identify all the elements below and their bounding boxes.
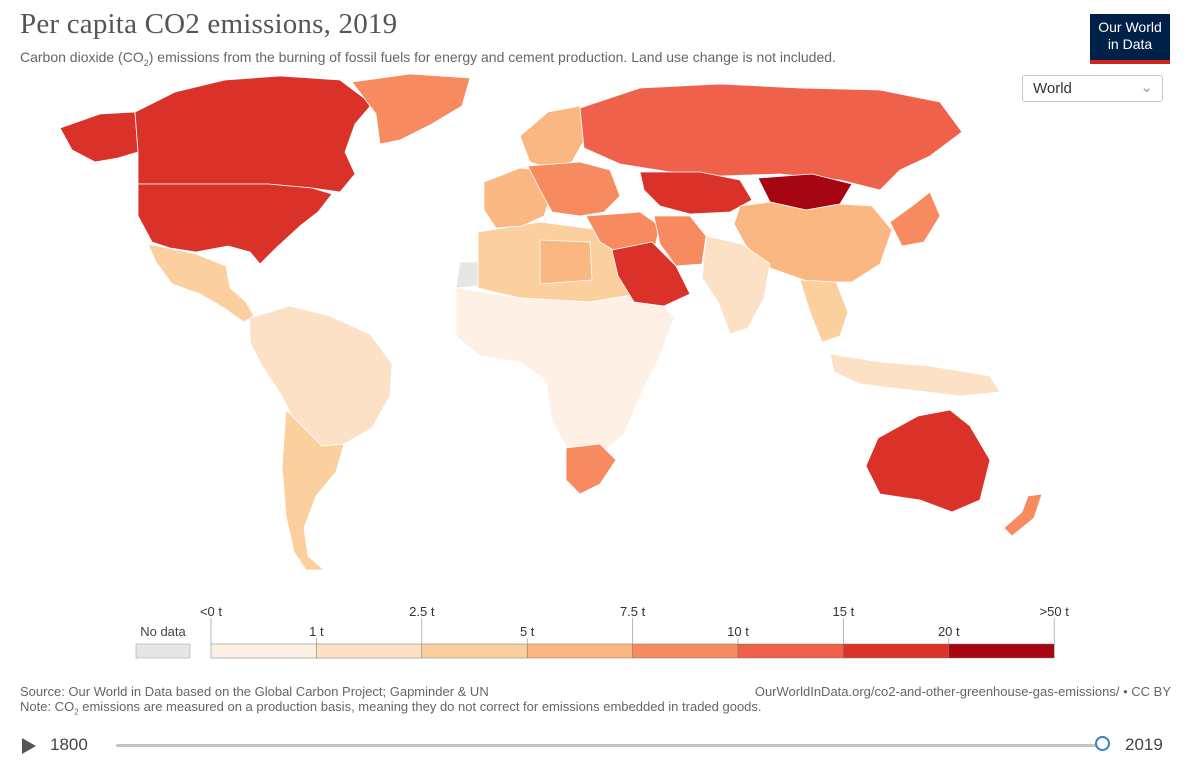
map-region-kazakhstan[interactable] — [639, 171, 753, 215]
legend-swatch — [526, 643, 633, 659]
legend-label-upper: 15 t — [833, 604, 855, 619]
legend-label-lower: 20 t — [938, 624, 960, 639]
logo-line-2: in Data — [1107, 36, 1153, 52]
owid-logo[interactable]: Our World in Data — [1090, 14, 1170, 64]
map-region-usa[interactable] — [137, 183, 333, 265]
map-region-new-zealand[interactable] — [1003, 493, 1043, 537]
legend-label-upper: >50 t — [1040, 604, 1070, 619]
footer-source: Source: Our World in Data based on the G… — [20, 684, 762, 720]
logo-line-1: Our World — [1098, 19, 1162, 35]
legend-label-upper: 7.5 t — [620, 604, 646, 619]
legend-label-lower: 1 t — [309, 624, 324, 639]
timeline: 1800 2019 — [0, 730, 1193, 760]
map-region-south-america-south[interactable] — [281, 409, 345, 571]
legend-swatch — [210, 643, 317, 659]
map-region-south-america-north[interactable] — [249, 305, 393, 447]
subtitle-text-start: Carbon dioxide (CO — [20, 49, 144, 65]
timeline-track[interactable] — [116, 744, 1104, 747]
map-region-south-africa[interactable] — [565, 443, 617, 495]
timeline-handle[interactable] — [1095, 736, 1110, 751]
legend-no-data-swatch — [135, 643, 191, 659]
legend-no-data-label: No data — [140, 624, 186, 639]
map-region-china[interactable] — [733, 201, 893, 283]
map-region-europe-west[interactable] — [483, 167, 553, 229]
map-region-saudi-arabia[interactable] — [611, 241, 691, 307]
color-legend: No data <0 t 2.5 t 7.5 t 15 t >50 t 1 t 5 t 10 t… — [135, 604, 1070, 659]
map-region-japan-korea[interactable] — [889, 191, 941, 247]
map-region-scandinavia[interactable] — [519, 105, 591, 169]
map-region-libya[interactable] — [539, 239, 593, 285]
footer-credit-link[interactable]: OurWorldInData.org/co2-and-other-greenho… — [754, 684, 1171, 699]
legend-swatch — [843, 643, 950, 659]
map-region-africa-sub-sahara[interactable] — [455, 287, 675, 457]
legend-label-lower: 10 t — [727, 624, 749, 639]
chart-title: Per capita CO2 emissions, 2019 — [20, 8, 398, 40]
legend-swatch — [632, 643, 739, 659]
source-text: Source: Our World in Data based on the G… — [20, 684, 489, 699]
note-subscript: 2 — [74, 707, 79, 717]
subtitle-text-end: ) emissions from the burning of fossil f… — [148, 49, 836, 65]
subtitle-subscript: 2 — [143, 57, 149, 68]
map-region-india[interactable] — [701, 235, 771, 335]
legend-swatch — [948, 643, 1055, 659]
region-dropdown-value: World — [1033, 80, 1072, 97]
map-region-iran[interactable] — [653, 215, 707, 267]
map-region-western-sahara[interactable] — [455, 261, 479, 289]
region-dropdown[interactable]: World ⌄ — [1022, 75, 1163, 102]
legend-label-lower: 5 t — [520, 624, 535, 639]
chart-subtitle: Carbon dioxide (CO2) emissions from the … — [20, 49, 836, 68]
map-region-mexico-central-america[interactable] — [147, 243, 255, 323]
map-region-southeast-asia[interactable] — [799, 279, 849, 343]
play-icon[interactable] — [22, 738, 36, 754]
world-map — [59, 73, 1043, 571]
map-region-europe-central[interactable] — [527, 161, 621, 217]
legend-swatch — [316, 643, 423, 659]
map-region-canada[interactable] — [134, 75, 373, 193]
legend-label-upper: 2.5 t — [409, 604, 435, 619]
chevron-down-icon: ⌄ — [1140, 79, 1153, 96]
map-region-australia[interactable] — [865, 409, 991, 513]
map-region-russia[interactable] — [579, 83, 963, 191]
legend-swatch — [421, 643, 528, 659]
legend-swatch — [737, 643, 844, 659]
map-region-alaska[interactable] — [59, 111, 139, 163]
timeline-end-year: 2019 — [1125, 735, 1163, 754]
timeline-start-year: 1800 — [50, 735, 88, 754]
legend-label-upper: <0 t — [200, 604, 222, 619]
note-text-end: emissions are measured on a production b… — [78, 699, 762, 714]
map-region-greenland[interactable] — [351, 73, 471, 145]
map-region-indonesia[interactable] — [829, 353, 1001, 397]
note-text-start: Note: CO — [20, 699, 75, 714]
